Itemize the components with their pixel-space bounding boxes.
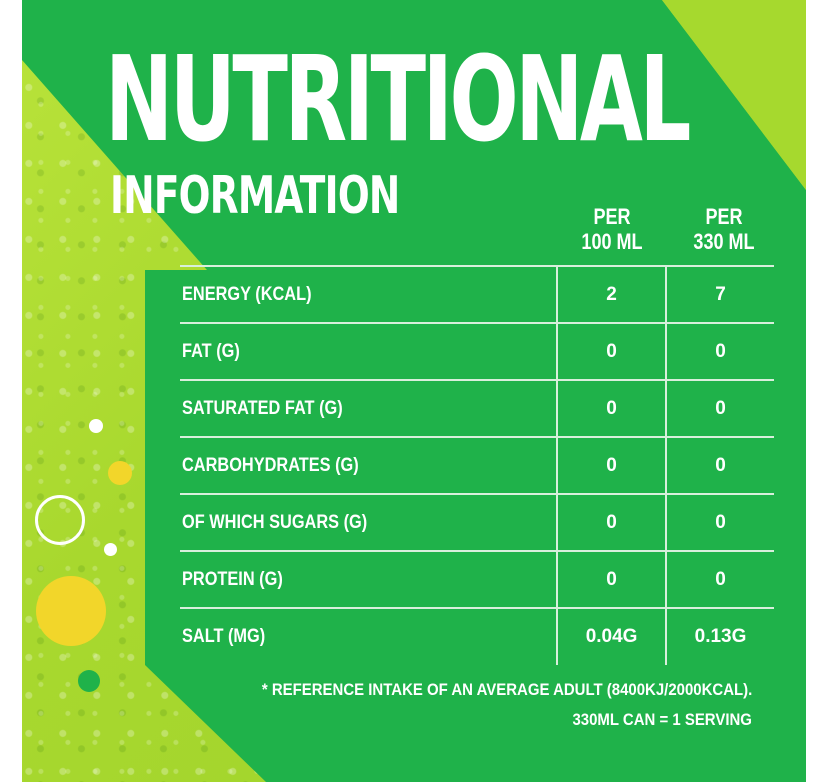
value-per-100ml: 0	[556, 380, 667, 438]
table-row: PROTEIN (G) 0 0	[180, 551, 774, 609]
column-header-line: 100 ML	[581, 229, 643, 254]
value-per-330ml: 0	[665, 551, 774, 609]
value-per-100ml: 0	[556, 323, 667, 381]
table-row: CARBOHYDRATES (G) 0 0	[180, 437, 774, 495]
table-row: ENERGY (KCAL) 2 7	[180, 265, 774, 324]
page-subtitle: INFORMATION	[110, 166, 400, 226]
large-yellow-bubble-icon	[36, 576, 106, 646]
value-per-100ml: 0	[556, 551, 667, 609]
white-ring-bubble-icon	[35, 495, 85, 545]
value-per-330ml: 0	[665, 380, 774, 438]
value-per-330ml: 0	[665, 437, 774, 495]
table-row: FAT (G) 0 0	[180, 323, 774, 381]
nutrient-label: SATURATED FAT (G)	[180, 380, 558, 438]
table-row: SATURATED FAT (G) 0 0	[180, 380, 774, 438]
nutrient-label: ENERGY (KCAL)	[180, 265, 558, 324]
value-per-330ml: 0	[665, 323, 774, 381]
column-header-line: 330 ML	[693, 229, 755, 254]
value-per-100ml: 0.04G	[556, 608, 667, 665]
white-bubble-icon	[104, 543, 117, 556]
serving-size-footnote: 330ML CAN = 1 SERVING	[572, 710, 752, 729]
nutrient-label: PROTEIN (G)	[180, 551, 558, 609]
value-per-330ml: 0.13G	[665, 608, 774, 665]
yellow-bubble-icon	[108, 461, 132, 485]
column-header-per-100ml: PER 100 ML	[567, 204, 657, 254]
nutrition-panel: NUTRITIONAL INFORMATION PER 100 ML PER 3…	[22, 0, 806, 782]
table-row: OF WHICH SUGARS (G) 0 0	[180, 494, 774, 552]
nutrient-label: CARBOHYDRATES (G)	[180, 437, 558, 495]
reference-intake-footnote: * REFERENCE INTAKE OF AN AVERAGE ADULT (…	[261, 680, 752, 699]
white-bubble-icon	[89, 419, 103, 433]
table-row: SALT (MG) 0.04G 0.13G	[180, 608, 774, 665]
nutrient-label: SALT (MG)	[182, 626, 266, 647]
column-header-line: PER	[593, 204, 631, 229]
value-per-330ml: 0	[665, 494, 774, 552]
page-title: NUTRITIONAL	[105, 30, 691, 168]
value-per-100ml: 2	[556, 265, 667, 324]
column-header-per-330ml: PER 330 ML	[679, 204, 769, 254]
column-header-line: PER	[705, 204, 743, 229]
nutrient-label: FAT (G)	[180, 323, 558, 381]
green-bubble-icon	[78, 670, 100, 692]
value-per-100ml: 0	[556, 437, 667, 495]
value-per-330ml: 7	[665, 265, 774, 324]
value-per-100ml: 0	[556, 494, 667, 552]
nutrient-label: OF WHICH SUGARS (G)	[180, 494, 558, 552]
nutrition-table: ENERGY (KCAL) 2 7 FAT (G) 0 0 SATURATED …	[180, 265, 774, 665]
